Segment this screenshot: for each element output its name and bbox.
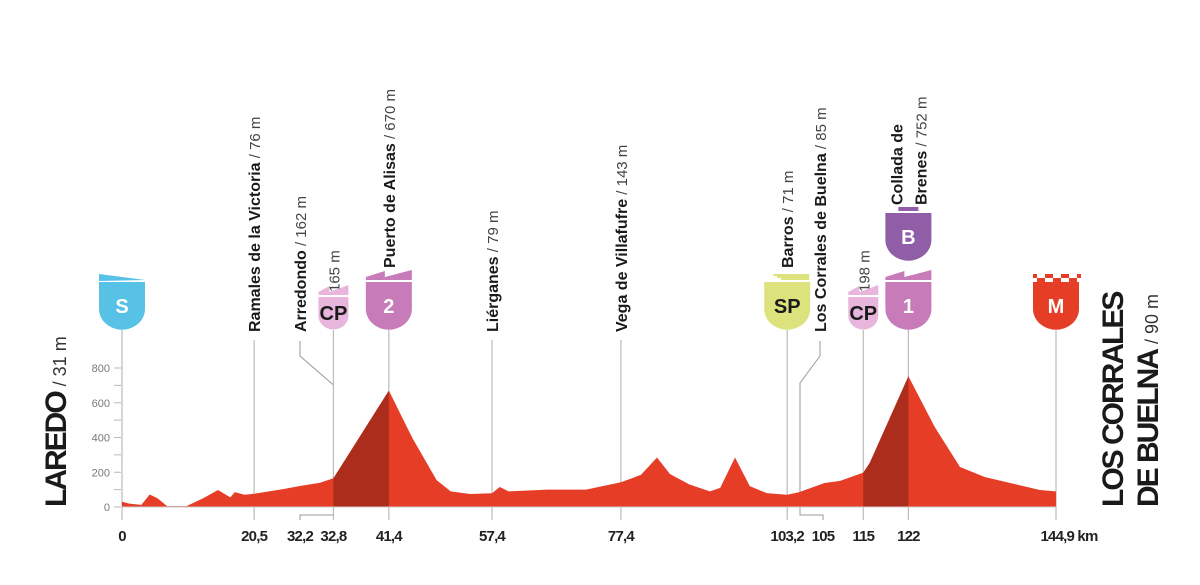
waypoint-elevation: / 143 m <box>614 145 631 199</box>
mountain-peak-icon <box>848 285 879 295</box>
badge-label: M <box>1048 296 1065 318</box>
waypoint-name: Brenes <box>913 151 930 205</box>
checkered-flag-icon <box>1045 274 1049 278</box>
checkered-flag-icon <box>1041 278 1045 282</box>
checkered-flag-icon <box>1061 274 1065 278</box>
km-tick-label: 77,4 <box>608 528 635 545</box>
badge-label: S <box>115 296 128 318</box>
checkered-flag-icon <box>1073 278 1077 282</box>
waypoint-elevation: 198 m <box>856 250 873 292</box>
sprint-stripe-icon <box>773 274 810 276</box>
badge-label: CP <box>849 303 877 325</box>
waypoint-name: Vega de Villafufre <box>614 199 631 332</box>
badge-sprint-icon <box>764 282 811 330</box>
checkered-flag-icon <box>1049 274 1053 278</box>
leader-bracket <box>299 514 334 520</box>
badge-label: 1 <box>903 296 914 318</box>
checkered-flag-icon <box>1077 274 1081 278</box>
waypoint-name: Arredondo <box>293 250 310 332</box>
waypoint-name: Ramales de la Victoria <box>247 162 264 332</box>
finish-town-line2: DE BUELNA/ 90 m <box>1132 294 1165 507</box>
km-tick-label: 20,5 <box>241 528 267 545</box>
climb-shaded-area <box>333 390 389 507</box>
badge-finish-icon <box>1033 282 1079 330</box>
waypoint-name: Los Corrales de Buelna <box>813 153 830 332</box>
waypoint-label: Ramales de la Victoria / 76 m <box>247 117 264 332</box>
badge-climb-icon <box>885 282 932 330</box>
checkered-flag-icon <box>1033 274 1037 278</box>
badge-label: SP <box>774 296 801 318</box>
km-tick-label: 105 <box>812 528 835 545</box>
checkered-flag-icon <box>1069 278 1073 282</box>
waypoint-name: Collada de <box>889 124 906 205</box>
y-tick-label: 400 <box>92 433 110 445</box>
waypoint-elevation: / 752 m <box>913 97 930 151</box>
checkered-flag-icon <box>1065 274 1069 278</box>
waypoint-elevation: / 76 m <box>247 117 264 163</box>
checkered-flag-icon <box>1053 278 1057 282</box>
waypoint-label-line2: Brenes / 752 m <box>913 97 930 205</box>
km-tick-label: 0 <box>118 528 126 545</box>
finish-town-line1: LOS CORRALES <box>1097 292 1130 507</box>
bonus-top-icon <box>885 207 932 211</box>
waypoint-label: 198 m <box>856 250 873 292</box>
mountain-peak-icon <box>885 270 932 280</box>
y-tick-label: 600 <box>92 398 110 410</box>
waypoint-name: Puerto de Alisas <box>382 143 399 268</box>
sprint-stripe-icon <box>777 276 810 278</box>
checkered-flag-icon <box>1037 278 1041 282</box>
badge-label: CP <box>320 303 348 325</box>
km-tick-label: 32,2 <box>287 528 313 545</box>
waypoint-name: Liérganes <box>485 256 502 332</box>
waypoint-elevation: / 79 m <box>485 211 502 257</box>
y-tick-label: 200 <box>92 467 110 479</box>
km-tick-label: 122 <box>897 528 920 545</box>
waypoint-elevation: / 162 m <box>293 196 310 250</box>
mountain-peak-icon <box>318 285 349 295</box>
badge-small-icon <box>848 297 879 330</box>
waypoint-label: 165 m <box>326 250 343 292</box>
leader-line <box>299 341 334 386</box>
km-tick-label: 144,9 km <box>1041 528 1098 545</box>
y-tick-label: 0 <box>104 502 110 514</box>
y-tick-label: 800 <box>92 363 110 375</box>
waypoint-elevation: / 670 m <box>382 89 399 143</box>
badge-start-icon <box>99 282 145 330</box>
mountain-peak-icon <box>365 270 412 280</box>
badge-climb-icon <box>365 282 412 330</box>
waypoint-label: Puerto de Alisas / 670 m <box>382 89 399 268</box>
waypoint-label: Los Corrales de Buelna / 85 m <box>813 107 830 332</box>
km-tick-label: 32,8 <box>320 528 346 545</box>
sprint-stripe-icon <box>781 278 810 280</box>
waypoint-elevation: / 85 m <box>813 107 830 153</box>
km-tick-label: 57,4 <box>479 528 506 545</box>
climb-shaded-area <box>863 376 909 507</box>
leader-line <box>799 341 824 520</box>
waypoint-label: Barros / 71 m <box>780 171 797 268</box>
badge-bonus-icon <box>885 213 932 261</box>
waypoint-elevation: / 71 m <box>780 171 797 217</box>
waypoint-label: Arredondo / 162 m <box>293 196 310 332</box>
start-flag-icon <box>99 274 145 281</box>
waypoint-elevation: 165 m <box>326 250 343 292</box>
waypoint-label: Vega de Villafufre / 143 m <box>614 145 631 332</box>
badge-label: 2 <box>383 296 394 318</box>
waypoint-name: Barros <box>780 216 797 268</box>
km-tick-label: 103,2 <box>770 528 804 545</box>
start-town-label: LAREDO/ 31 m <box>40 336 73 507</box>
km-tick-label: 41,4 <box>376 528 403 545</box>
waypoint-label: Collada de <box>889 124 906 205</box>
checkered-flag-icon <box>1057 278 1061 282</box>
badge-label: B <box>901 227 915 249</box>
waypoint-label: Liérganes / 79 m <box>485 211 502 332</box>
km-tick-label: 115 <box>852 528 874 545</box>
elevation-profile-area <box>122 376 1056 507</box>
badge-small-icon <box>318 297 349 330</box>
